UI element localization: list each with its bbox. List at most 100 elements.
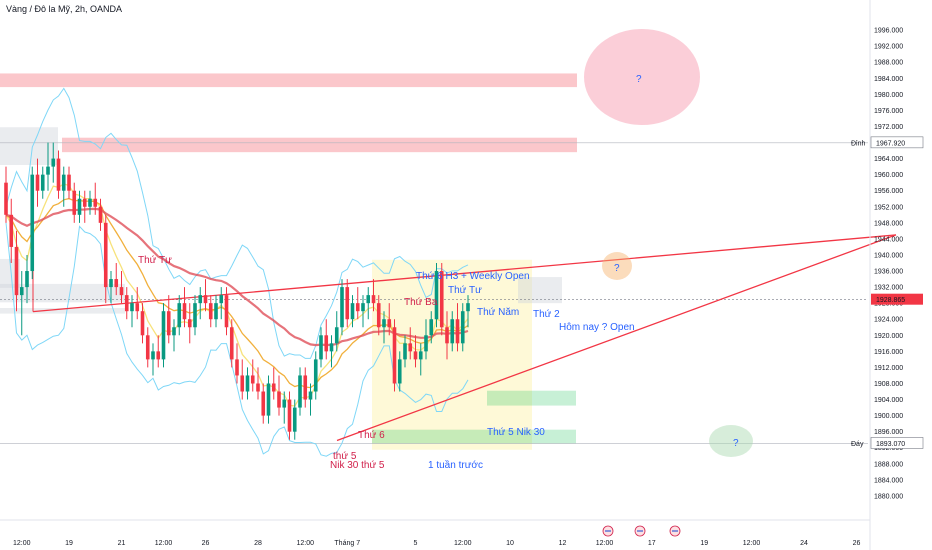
support-zone-nik (487, 390, 576, 406)
time-tick-label: 12 (559, 540, 567, 547)
top-level-value: 1967.920 (876, 140, 905, 147)
price-tick-label: 1988.000 (874, 60, 903, 67)
neutral-zone-left-strip (0, 307, 125, 314)
candle-body (130, 303, 134, 312)
candle-body (429, 319, 434, 336)
bottom-level-badge (870, 437, 924, 449)
candle-body (40, 174, 45, 191)
neutral-zone-left-low (0, 283, 125, 303)
price-tick-label: 1944.000 (874, 236, 903, 243)
candle-body (334, 327, 339, 344)
candle-body (46, 166, 50, 175)
candle-body (93, 198, 98, 207)
zones-layer (0, 73, 868, 450)
candle-body (9, 214, 14, 247)
annotation-thu-tu-right: Thứ Tư (448, 285, 482, 296)
price-tick-label: 1888.000 (874, 461, 903, 468)
question-mark-mid: ? (614, 263, 620, 274)
price-tick-label: 1896.000 (874, 429, 903, 436)
support-zone-week (372, 429, 576, 444)
annotation-thu-ba: Thứ Ba (404, 297, 438, 308)
candle-body (261, 391, 266, 416)
candle-body (67, 174, 71, 191)
price-tick-label: 1996.000 (874, 28, 903, 35)
candle-body (88, 198, 92, 207)
candle-body (151, 351, 155, 360)
candle-body (324, 335, 329, 352)
annotation-hom-nay: Hôm nay ? Open (559, 322, 635, 333)
candle-body (319, 335, 323, 360)
candle-body (303, 375, 308, 400)
time-tick-label: 21 (118, 540, 126, 547)
candle-body (30, 174, 35, 272)
annotations-layer: Thứ Tư Thứ 6 H3 + Weekly Open Thứ Tư Thứ Ba… (138, 29, 753, 537)
candle-body (19, 287, 24, 296)
price-tick-label: 1904.000 (874, 397, 903, 404)
top-level-tag: Đỉnh (851, 139, 866, 147)
candle-body (282, 399, 287, 408)
annotation-thu-6: Thứ 6 (358, 430, 385, 441)
candle-body (329, 343, 334, 352)
price-tick-label: 1976.000 (874, 108, 903, 115)
candle-body (434, 271, 439, 320)
price-tick-label: 1952.000 (874, 204, 903, 211)
candle-body (266, 383, 271, 416)
time-tick-label: 28 (254, 540, 262, 547)
price-tick-label: 1916.000 (874, 349, 903, 356)
price-tick-label: 1936.000 (874, 269, 903, 276)
price-axis[interactable]: 1880.0001884.0001888.0001892.0001896.000… (851, 0, 924, 550)
candle-body (361, 303, 365, 312)
candle-body (103, 222, 108, 288)
candle-body (277, 391, 281, 408)
bottom-level-tag: Đáy (851, 441, 864, 448)
candle-body (371, 295, 376, 304)
candle-body (392, 327, 397, 384)
candle-body (35, 174, 40, 191)
candle-body (25, 271, 29, 288)
price-tick-label: 1984.000 (874, 76, 903, 83)
candle-body (366, 295, 371, 304)
time-tick-label: 10 (506, 540, 514, 547)
time-tick-label: 5 (414, 540, 418, 547)
candle-body (298, 375, 302, 408)
candle-body (145, 335, 150, 360)
trendline-upper (32, 234, 897, 313)
bollinger-lower (5, 222, 469, 457)
candle-body (14, 246, 19, 296)
candle-body (56, 158, 61, 191)
time-tick-label: 12:00 (155, 540, 173, 547)
candle-body (187, 319, 192, 328)
candle-body (224, 295, 229, 328)
candle-body (77, 198, 82, 215)
annotation-tuan-truoc: 1 tuần trước (428, 459, 483, 471)
candle-body (376, 303, 381, 328)
time-tick-label: 12:00 (13, 540, 31, 547)
price-tick-label: 1924.000 (874, 317, 903, 324)
candle-body (424, 335, 428, 352)
candle-body (172, 327, 176, 336)
candle-body (256, 383, 260, 392)
candle-body (161, 311, 166, 360)
candle-body (403, 343, 407, 360)
time-axis[interactable]: 12:00 19 21 12:00 26 28 12:00 Tháng 7 5 12:00 10 12… (0, 519, 870, 547)
time-tick-label: Tháng 7 (334, 540, 360, 547)
price-tick-label: 1956.000 (874, 188, 903, 195)
price-tick-label: 1932.000 (874, 285, 903, 292)
annotation-thu-5: thứ 5 (333, 451, 357, 462)
candle-body (345, 287, 350, 320)
candle-body (287, 399, 292, 432)
time-tick-label: 26 (853, 540, 861, 547)
bottom-level-value: 1893.070 (876, 441, 905, 448)
candle-body (235, 359, 239, 376)
price-tick-label: 1940.000 (874, 252, 903, 259)
candle-body (245, 375, 250, 392)
candle-body (72, 190, 77, 215)
annotation-weekly-open: Thứ 6 H3 + Weekly Open (416, 271, 530, 282)
candle-body (156, 351, 161, 360)
candle-body (208, 303, 213, 320)
candle-body (271, 383, 276, 392)
question-mark-low: ? (733, 438, 739, 449)
candle-body (450, 319, 455, 344)
